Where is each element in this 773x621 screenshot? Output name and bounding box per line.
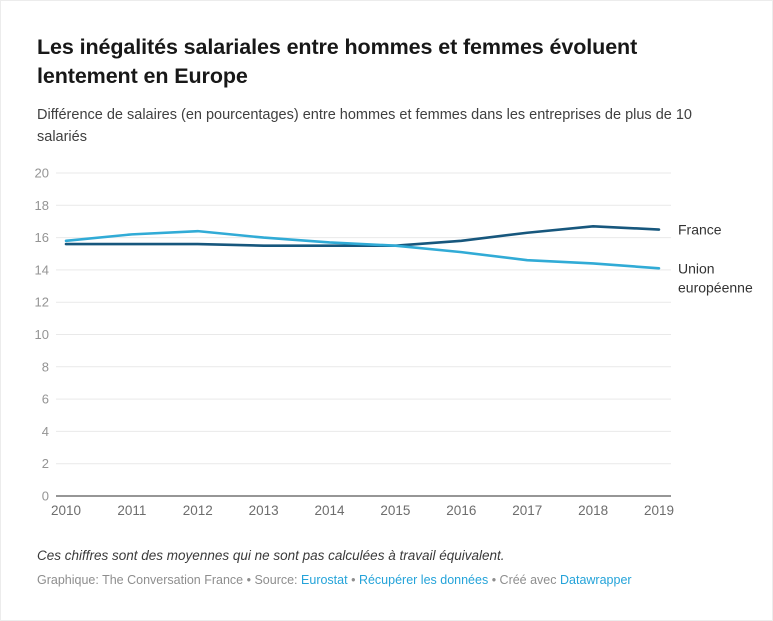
x-axis-tick-label: 2016: [446, 503, 476, 518]
x-axis-tick-label: 2019: [644, 503, 674, 518]
x-axis-tick-label: 2015: [380, 503, 410, 518]
bullet-separator: •: [351, 573, 356, 587]
x-axis-tick-label: 2017: [512, 503, 542, 518]
chart-title: Les inégalités salariales entre hommes e…: [37, 35, 638, 88]
credits-prefix: Graphique: The Conversation France • Sou…: [37, 573, 298, 587]
get-data-link[interactable]: Récupérer les données: [358, 573, 489, 587]
footer-credits: Graphique: The Conversation France • Sou…: [37, 572, 742, 589]
y-axis-tick-label: 20: [35, 166, 49, 181]
y-axis-tick-label: 12: [35, 295, 49, 310]
line-chart: 0 2 4 6 8 10 12 14 16 18 20 2010 2011 2012 2013 2014 201…: [35, 166, 753, 519]
y-axis-tick-label: 2: [42, 456, 49, 471]
x-axis-tick-label: 2010: [51, 503, 81, 518]
y-axis-tick-label: 18: [35, 198, 49, 213]
chart-subtitle: Différence de salaires (en pourcentages)…: [37, 107, 692, 145]
created-with-text: • Créé avec: [491, 573, 557, 587]
series-label-france: France: [678, 222, 722, 238]
footer-note: Ces chiffres sont des moyennes qui ne so…: [37, 548, 505, 563]
series-line-union-europeenne: [64, 229, 661, 270]
y-axis-tick-label: 8: [42, 359, 49, 374]
x-axis-tick-label: 2011: [117, 503, 146, 518]
chart-area: 0 2 4 6 8 10 12 14 16 18 20 2010 2011 2012 2013 2014 201…: [1, 158, 773, 533]
datawrapper-link[interactable]: Datawrapper: [560, 573, 632, 587]
x-axis-tick-label: 2014: [315, 503, 346, 518]
x-axis-tick-label: 2013: [249, 503, 279, 518]
series-label-union-europeenne: Union européenne: [678, 260, 753, 295]
y-axis-tick-label: 14: [35, 262, 49, 277]
y-axis-tick-label: 0: [42, 489, 49, 504]
y-axis-tick-label: 4: [42, 424, 49, 439]
x-axis-tick-label: 2018: [578, 503, 608, 518]
series-line-france: [64, 224, 661, 247]
y-axis-tick-label: 10: [35, 327, 49, 342]
x-axis-tick-label: 2012: [183, 503, 213, 518]
eurostat-link[interactable]: Eurostat: [301, 573, 348, 587]
y-axis-tick-label: 16: [35, 230, 49, 245]
y-axis-tick-label: 6: [42, 392, 49, 407]
